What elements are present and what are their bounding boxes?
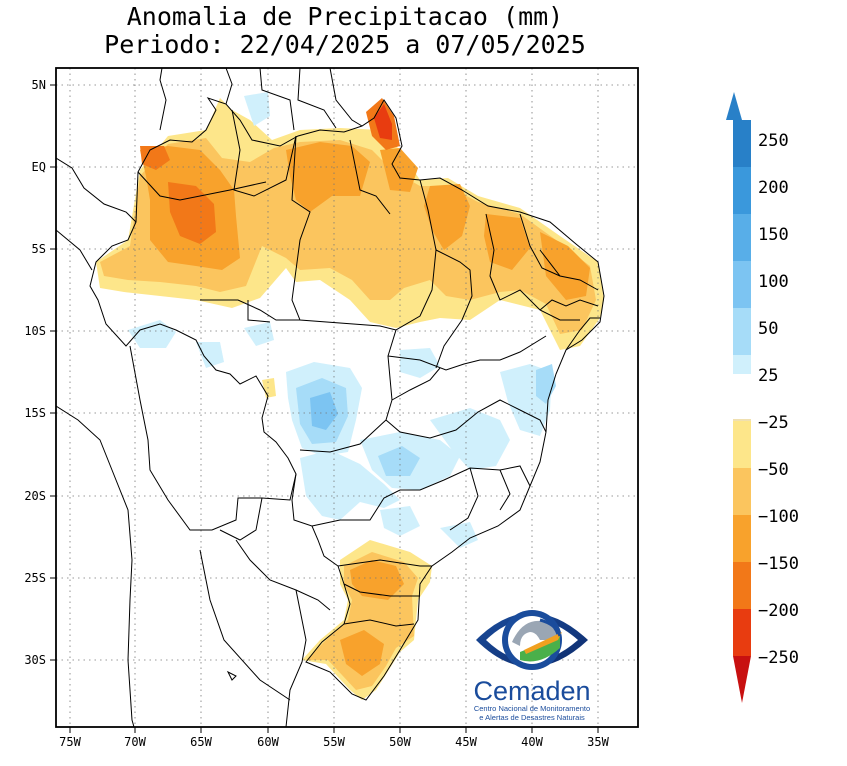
lat-label: 10S bbox=[24, 324, 46, 338]
lat-label: 5S bbox=[32, 242, 46, 256]
colorbar-swatch bbox=[733, 308, 751, 355]
colorbar-label: 100 bbox=[758, 272, 789, 292]
colorbar-swatch bbox=[733, 120, 751, 167]
map-period: Periodo: 22/04/2025 a 07/05/2025 bbox=[104, 30, 586, 59]
axis-ticks bbox=[50, 84, 599, 733]
logo-subtitle: Centro Nacional de Monitoramento bbox=[474, 704, 590, 713]
lon-label: 70W bbox=[124, 735, 146, 749]
colorbar-swatch bbox=[733, 515, 751, 562]
lon-label: 55W bbox=[323, 735, 345, 749]
colorbar-swatch bbox=[733, 167, 751, 214]
cemaden-logo: Cemaden Centro Nacional de Monitoramento… bbox=[473, 610, 591, 722]
colorbar-label: −200 bbox=[758, 601, 799, 621]
colorbar-swatch bbox=[733, 562, 751, 609]
longitude-labels: 75W 70W 65W 60W 55W 50W 45W 40W 35W bbox=[59, 735, 609, 749]
lon-label: 60W bbox=[257, 735, 279, 749]
lat-label: 20S bbox=[24, 489, 46, 503]
logo-wordmark: Cemaden bbox=[473, 676, 590, 706]
colorbar-label: 200 bbox=[758, 178, 789, 198]
colorbar-label: 25 bbox=[758, 366, 778, 386]
colorbar: 250 200 150 100 50 25 −25 −50 −100 −150 … bbox=[726, 92, 799, 703]
colorbar-swatch bbox=[733, 261, 751, 308]
map-frame bbox=[55, 67, 639, 728]
colorbar-label: −250 bbox=[758, 648, 799, 668]
colorbar-label: 150 bbox=[758, 225, 789, 245]
lon-label: 35W bbox=[587, 735, 609, 749]
lon-label: 65W bbox=[190, 735, 212, 749]
colorbar-label: −150 bbox=[758, 554, 799, 574]
political-borders bbox=[56, 68, 605, 727]
colorbar-swatch bbox=[733, 468, 751, 515]
lat-label: 25S bbox=[24, 571, 46, 585]
lat-label: 15S bbox=[24, 406, 46, 420]
colorbar-label: −50 bbox=[758, 460, 789, 480]
map-title: Anomalia de Precipitacao (mm) bbox=[126, 2, 564, 31]
colorbar-swatch bbox=[733, 355, 751, 374]
colorbar-swatch bbox=[733, 421, 751, 468]
lon-label: 40W bbox=[521, 735, 543, 749]
lat-label: 5N bbox=[32, 78, 46, 92]
lon-label: 50W bbox=[389, 735, 411, 749]
lat-label: 30S bbox=[24, 653, 46, 667]
lon-label: 75W bbox=[59, 735, 81, 749]
colorbar-label: 250 bbox=[758, 131, 789, 151]
colorbar-label: −25 bbox=[758, 413, 789, 433]
cemaden-eye-icon bbox=[476, 610, 588, 670]
positive-anomaly-region bbox=[128, 92, 556, 548]
colorbar-label: 50 bbox=[758, 319, 778, 339]
colorbar-swatch bbox=[733, 374, 751, 421]
colorbar-swatch bbox=[733, 609, 751, 656]
colorbar-arrow-bottom bbox=[733, 656, 751, 703]
latitude-labels: 5N EQ 5S 10S 15S 20S 25S 30S bbox=[24, 78, 46, 667]
colorbar-swatch bbox=[733, 214, 751, 261]
logo-subtitle: e Alertas de Desastres Naturais bbox=[479, 713, 585, 722]
colorbar-arrow-top bbox=[726, 92, 742, 120]
lat-label: EQ bbox=[32, 160, 46, 174]
lon-label: 45W bbox=[455, 735, 477, 749]
colorbar-label: −100 bbox=[758, 507, 799, 527]
